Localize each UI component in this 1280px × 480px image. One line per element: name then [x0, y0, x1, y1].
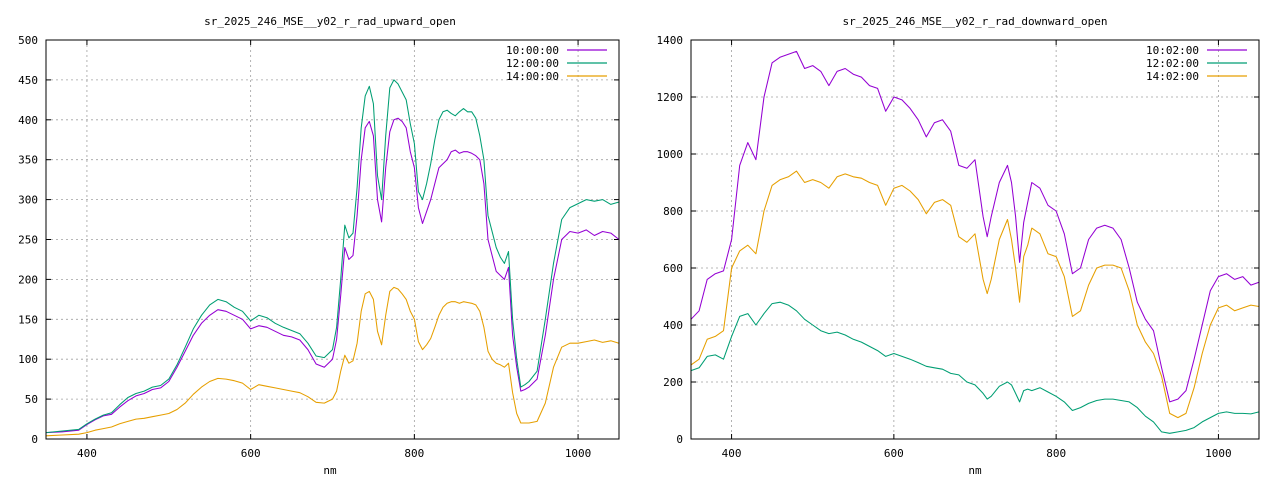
- y-tick-label: 50: [25, 393, 38, 406]
- y-tick-label: 800: [663, 205, 683, 218]
- y-tick-label: 1400: [657, 34, 684, 47]
- y-tick-label: 1200: [657, 91, 684, 104]
- chart-title: sr_2025_246_MSE__y02_r_rad_upward_open: [204, 15, 456, 28]
- y-tick-label: 200: [18, 273, 38, 286]
- series-line: [690, 50, 1260, 403]
- legend-label: 12:00:00: [506, 57, 559, 70]
- x-tick-label: 800: [404, 447, 424, 460]
- y-tick-label: 200: [663, 376, 683, 389]
- series-line: [45, 286, 620, 437]
- y-tick-label: 400: [663, 319, 683, 332]
- y-tick-label: 0: [31, 433, 38, 446]
- legend-label: 14:02:00: [1146, 70, 1199, 83]
- y-tick-label: 400: [18, 114, 38, 127]
- y-tick-label: 500: [18, 34, 38, 47]
- legend-label: 10:02:00: [1146, 44, 1199, 57]
- legend-label: 10:00:00: [506, 44, 559, 57]
- x-tick-label: 1000: [1205, 447, 1232, 460]
- x-tick-label: 1000: [565, 447, 592, 460]
- x-tick-label: 600: [241, 447, 261, 460]
- y-tick-label: 450: [18, 74, 38, 87]
- y-tick-label: 100: [18, 353, 38, 366]
- series-line: [45, 79, 620, 434]
- series-line: [690, 301, 1260, 434]
- plot-frame: [45, 39, 620, 440]
- upward-radiance-chart: sr_2025_246_MSE__y02_r_rad_upward_open n…: [18, 15, 620, 477]
- y-tick-label: 250: [18, 234, 38, 247]
- legend-label: 12:02:00: [1146, 57, 1199, 70]
- plot-frame: [690, 39, 1260, 440]
- x-axis-label: nm: [323, 464, 337, 477]
- chart-title: sr_2025_246_MSE__y02_r_rad_downward_open: [843, 15, 1108, 28]
- y-tick-label: 300: [18, 194, 38, 207]
- y-tick-label: 600: [663, 262, 683, 275]
- y-tick-label: 1000: [657, 148, 684, 161]
- x-tick-label: 400: [722, 447, 742, 460]
- x-tick-label: 400: [77, 447, 97, 460]
- y-tick-label: 150: [18, 313, 38, 326]
- x-tick-label: 600: [884, 447, 904, 460]
- series-line: [45, 117, 620, 434]
- y-tick-label: 0: [676, 433, 683, 446]
- x-axis-label: nm: [968, 464, 982, 477]
- downward-radiance-chart: sr_2025_246_MSE__y02_r_rad_downward_open…: [657, 15, 1260, 477]
- series-line: [690, 170, 1260, 419]
- x-tick-label: 800: [1046, 447, 1066, 460]
- grid: [46, 40, 619, 439]
- grid: [691, 40, 1259, 439]
- y-tick-label: 350: [18, 154, 38, 167]
- legend-label: 14:00:00: [506, 70, 559, 83]
